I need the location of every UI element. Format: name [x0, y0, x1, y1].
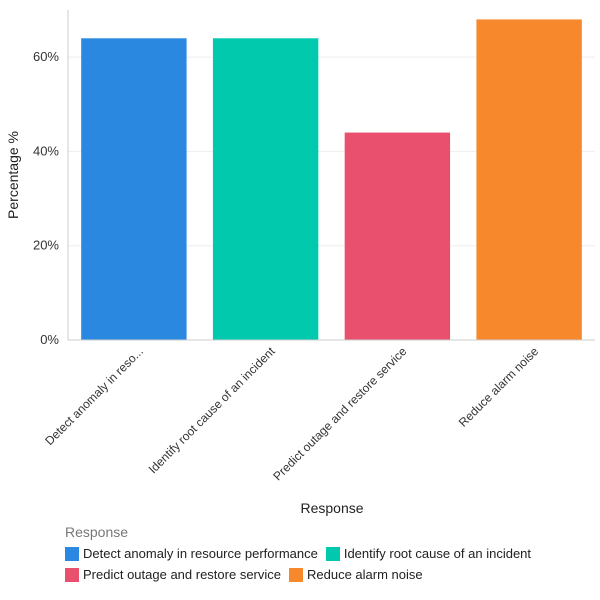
bars: [81, 19, 582, 341]
legend-swatch: [325, 546, 340, 561]
x-tick-label: Reduce alarm noise: [456, 344, 542, 430]
x-tick-label: Detect anomaly in reso...: [42, 344, 146, 448]
legend-label: Detect anomaly in resource performance: [83, 546, 318, 561]
legend-label: Predict outage and restore service: [83, 567, 281, 582]
legend-title: Response: [65, 524, 129, 540]
bar[interactable]: [344, 132, 451, 340]
y-tick-label: 60%: [33, 49, 59, 64]
x-axis-title: Response: [300, 500, 363, 516]
legend-label: Identify root cause of an incident: [343, 546, 532, 561]
x-tick-label: Identify root cause of an incident: [146, 344, 279, 477]
bar[interactable]: [212, 38, 319, 341]
y-ticks: 0% 20% 40% 60%: [33, 49, 59, 347]
legend-label: Reduce alarm noise: [307, 567, 423, 582]
legend-item[interactable]: Predict outage and restore service: [65, 567, 281, 582]
x-tick-label: Predict outage and restore service: [270, 344, 409, 483]
legend-swatch: [65, 567, 79, 582]
x-tick-labels: Detect anomaly in reso... Identify root c…: [42, 344, 541, 484]
legend-swatch: [65, 546, 79, 561]
legend-item[interactable]: Reduce alarm noise: [289, 567, 423, 582]
y-tick-label: 20%: [33, 238, 59, 253]
legend-item[interactable]: Identify root cause of an incident: [325, 546, 532, 561]
bar[interactable]: [476, 19, 582, 341]
y-tick-label: 0%: [40, 332, 59, 347]
legend: Response Detect anomaly in resource perf…: [65, 524, 585, 582]
y-axis-title: Percentage %: [5, 131, 21, 219]
legend-swatch: [289, 567, 303, 582]
y-tick-label: 40%: [33, 143, 59, 158]
bar-chart: 0% 20% 40% 60% Detect anomaly in reso... Ide…: [5, 10, 595, 516]
legend-items: Detect anomaly in resource performance Id…: [65, 546, 585, 582]
bar[interactable]: [81, 38, 187, 341]
legend-item[interactable]: Detect anomaly in resource performance: [65, 546, 318, 561]
